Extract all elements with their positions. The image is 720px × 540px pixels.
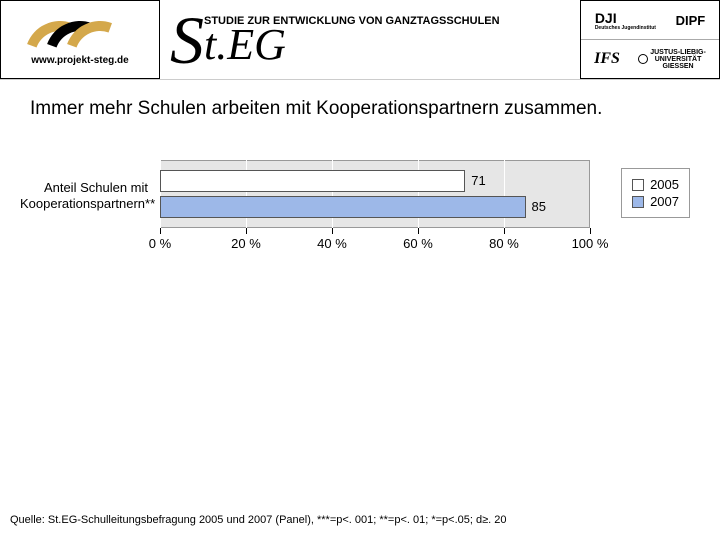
sponsor-dji-sub: Deutsches Jugendinstitut <box>595 26 656 31</box>
logo-teg: t.EG <box>204 25 500 65</box>
sponsor-dipf: DIPF <box>676 13 706 28</box>
legend-item-2007: 2007 <box>632 194 679 209</box>
bar-label-2005: 71 <box>471 173 485 188</box>
header-bar: www.projekt-steg.de S STUDIE ZUR ENTWICK… <box>0 0 720 80</box>
x-tick-label: 60 % <box>403 236 433 251</box>
sponsor-box: DJI Deutsches Jugendinstitut DIPF IFS JU… <box>580 0 720 79</box>
x-tick <box>590 228 591 234</box>
x-tick <box>418 228 419 234</box>
x-tick <box>332 228 333 234</box>
x-tick-label: 40 % <box>317 236 347 251</box>
x-tick-label: 100 % <box>572 236 609 251</box>
bar-chart: Anteil Schulen mit Kooperationspartnern*… <box>20 160 700 300</box>
bar-2005 <box>160 170 465 192</box>
project-logo-box: www.projekt-steg.de <box>0 0 160 79</box>
sponsor-dji: DJI <box>595 10 617 26</box>
legend-item-2005: 2005 <box>632 177 679 192</box>
bar-2007 <box>160 196 526 218</box>
source-footnote: Quelle: St.EG-Schulleitungsbefragung 200… <box>10 514 507 526</box>
legend-label-2005: 2005 <box>650 177 679 192</box>
x-tick-label: 0 % <box>149 236 171 251</box>
chart-y-label: Anteil Schulen mit Kooperationspartnern*… <box>20 180 148 213</box>
giessen-seal-icon <box>638 54 648 64</box>
legend-swatch-2007 <box>632 196 644 208</box>
x-tick-label: 20 % <box>231 236 261 251</box>
x-tick <box>160 228 161 234</box>
sponsor-ifs: IFS <box>594 50 620 68</box>
x-tick-label: 80 % <box>489 236 519 251</box>
legend-swatch-2005 <box>632 179 644 191</box>
x-tick <box>246 228 247 234</box>
legend-label-2007: 2007 <box>650 194 679 209</box>
title-block: S STUDIE ZUR ENTWICKLUNG VON GANZTAGSSCH… <box>160 0 580 79</box>
bar-label-2007: 85 <box>532 199 546 214</box>
x-tick <box>504 228 505 234</box>
chart-legend: 2005 2007 <box>621 168 690 218</box>
chart-plot: 71850 %20 %40 %60 %80 %100 % <box>160 160 590 260</box>
arc-logo <box>30 13 130 53</box>
sponsor-giessen: JUSTUS-LIEBIG- UNIVERSITÄT GIESSEN <box>650 49 706 70</box>
grid-line <box>590 160 591 228</box>
logo-big-s: S <box>170 6 204 74</box>
